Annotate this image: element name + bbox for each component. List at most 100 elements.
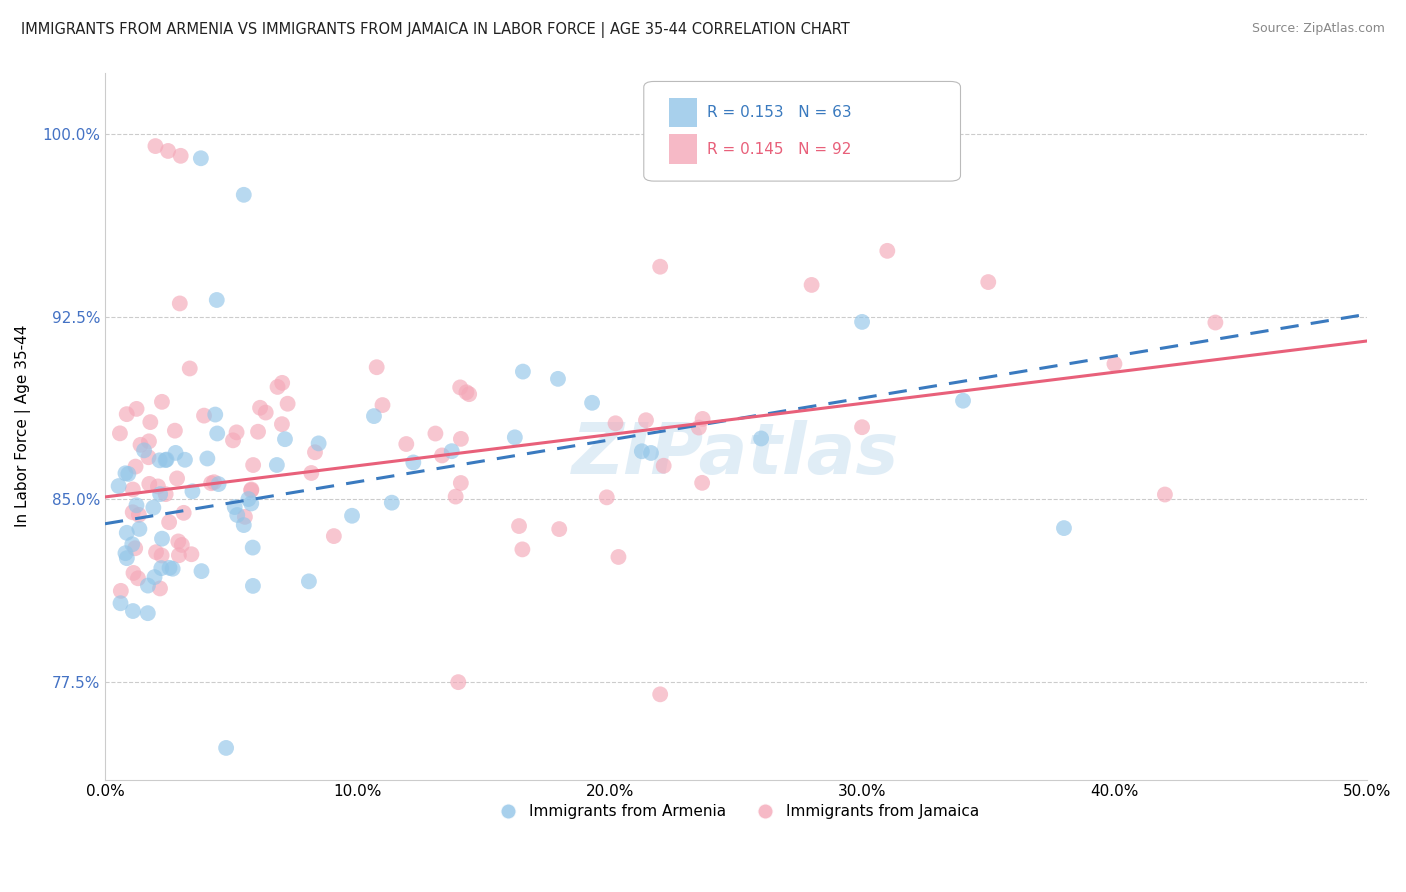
- Point: [215, 740, 238, 755]
- Point: [193, 409, 215, 423]
- Point: [122, 566, 145, 580]
- Point: [688, 420, 710, 434]
- Point: [381, 496, 404, 510]
- Point: [266, 458, 288, 472]
- Point: [207, 477, 229, 491]
- Point: [170, 149, 193, 163]
- Point: [181, 484, 204, 499]
- Point: [179, 361, 201, 376]
- Point: [690, 475, 713, 490]
- Point: [634, 413, 657, 427]
- Point: [308, 436, 330, 450]
- Point: [190, 151, 212, 165]
- Point: [138, 434, 160, 449]
- Point: [242, 541, 264, 555]
- Point: [249, 401, 271, 415]
- Point: [254, 405, 277, 419]
- Point: [167, 534, 190, 549]
- Point: [138, 476, 160, 491]
- Point: [108, 426, 131, 441]
- Point: [114, 467, 136, 481]
- Text: Source: ZipAtlas.com: Source: ZipAtlas.com: [1251, 22, 1385, 36]
- Point: [149, 487, 172, 501]
- Point: [114, 546, 136, 560]
- Point: [132, 443, 155, 458]
- Point: [166, 471, 188, 485]
- Point: [110, 596, 132, 610]
- Point: [127, 571, 149, 585]
- Point: [952, 393, 974, 408]
- Point: [173, 506, 195, 520]
- Point: [125, 401, 148, 416]
- Point: [298, 574, 321, 589]
- Point: [242, 579, 264, 593]
- Point: [447, 675, 470, 690]
- Point: [1053, 521, 1076, 535]
- Point: [143, 570, 166, 584]
- Point: [124, 541, 146, 556]
- Point: [150, 394, 173, 409]
- Point: [150, 561, 173, 575]
- Point: [371, 398, 394, 412]
- Point: [271, 376, 294, 390]
- Legend: Immigrants from Armenia, Immigrants from Jamaica: Immigrants from Armenia, Immigrants from…: [486, 797, 986, 825]
- Point: [155, 452, 177, 467]
- Point: [121, 537, 143, 551]
- Point: [402, 455, 425, 469]
- Point: [366, 360, 388, 375]
- Point: [155, 453, 177, 467]
- Point: [800, 277, 823, 292]
- Point: [596, 491, 619, 505]
- Point: [503, 430, 526, 444]
- Point: [640, 446, 662, 460]
- Point: [851, 315, 873, 329]
- Point: [149, 453, 172, 467]
- Text: R = 0.153   N = 63: R = 0.153 N = 63: [707, 105, 852, 120]
- Point: [650, 260, 672, 274]
- Point: [605, 417, 627, 431]
- Point: [224, 500, 246, 514]
- Point: [240, 496, 263, 510]
- Point: [195, 451, 218, 466]
- Point: [204, 408, 226, 422]
- Point: [450, 432, 472, 446]
- Point: [169, 296, 191, 310]
- Point: [1104, 357, 1126, 371]
- Point: [121, 505, 143, 519]
- Text: ZIPatlas: ZIPatlas: [572, 420, 900, 489]
- Point: [851, 420, 873, 434]
- Point: [631, 444, 654, 458]
- Point: [449, 380, 471, 394]
- Point: [117, 467, 139, 481]
- Point: [200, 476, 222, 491]
- Y-axis label: In Labor Force | Age 35-44: In Labor Force | Age 35-44: [15, 325, 31, 527]
- Point: [749, 432, 772, 446]
- Point: [547, 372, 569, 386]
- Point: [145, 545, 167, 559]
- Point: [548, 522, 571, 536]
- Point: [977, 275, 1000, 289]
- Point: [142, 500, 165, 515]
- Point: [138, 450, 160, 465]
- Point: [240, 483, 263, 497]
- Point: [266, 380, 288, 394]
- Point: [146, 479, 169, 493]
- Point: [363, 409, 385, 423]
- Point: [157, 144, 180, 158]
- Point: [322, 529, 344, 543]
- Point: [125, 498, 148, 512]
- FancyBboxPatch shape: [669, 135, 697, 164]
- Point: [222, 434, 245, 448]
- Point: [129, 438, 152, 452]
- Point: [121, 483, 143, 497]
- Point: [247, 425, 270, 439]
- Point: [226, 508, 249, 522]
- Point: [274, 432, 297, 446]
- Point: [607, 549, 630, 564]
- Point: [150, 549, 173, 563]
- Point: [271, 417, 294, 432]
- Point: [110, 583, 132, 598]
- Point: [1204, 316, 1226, 330]
- Point: [232, 518, 254, 533]
- Point: [122, 604, 145, 618]
